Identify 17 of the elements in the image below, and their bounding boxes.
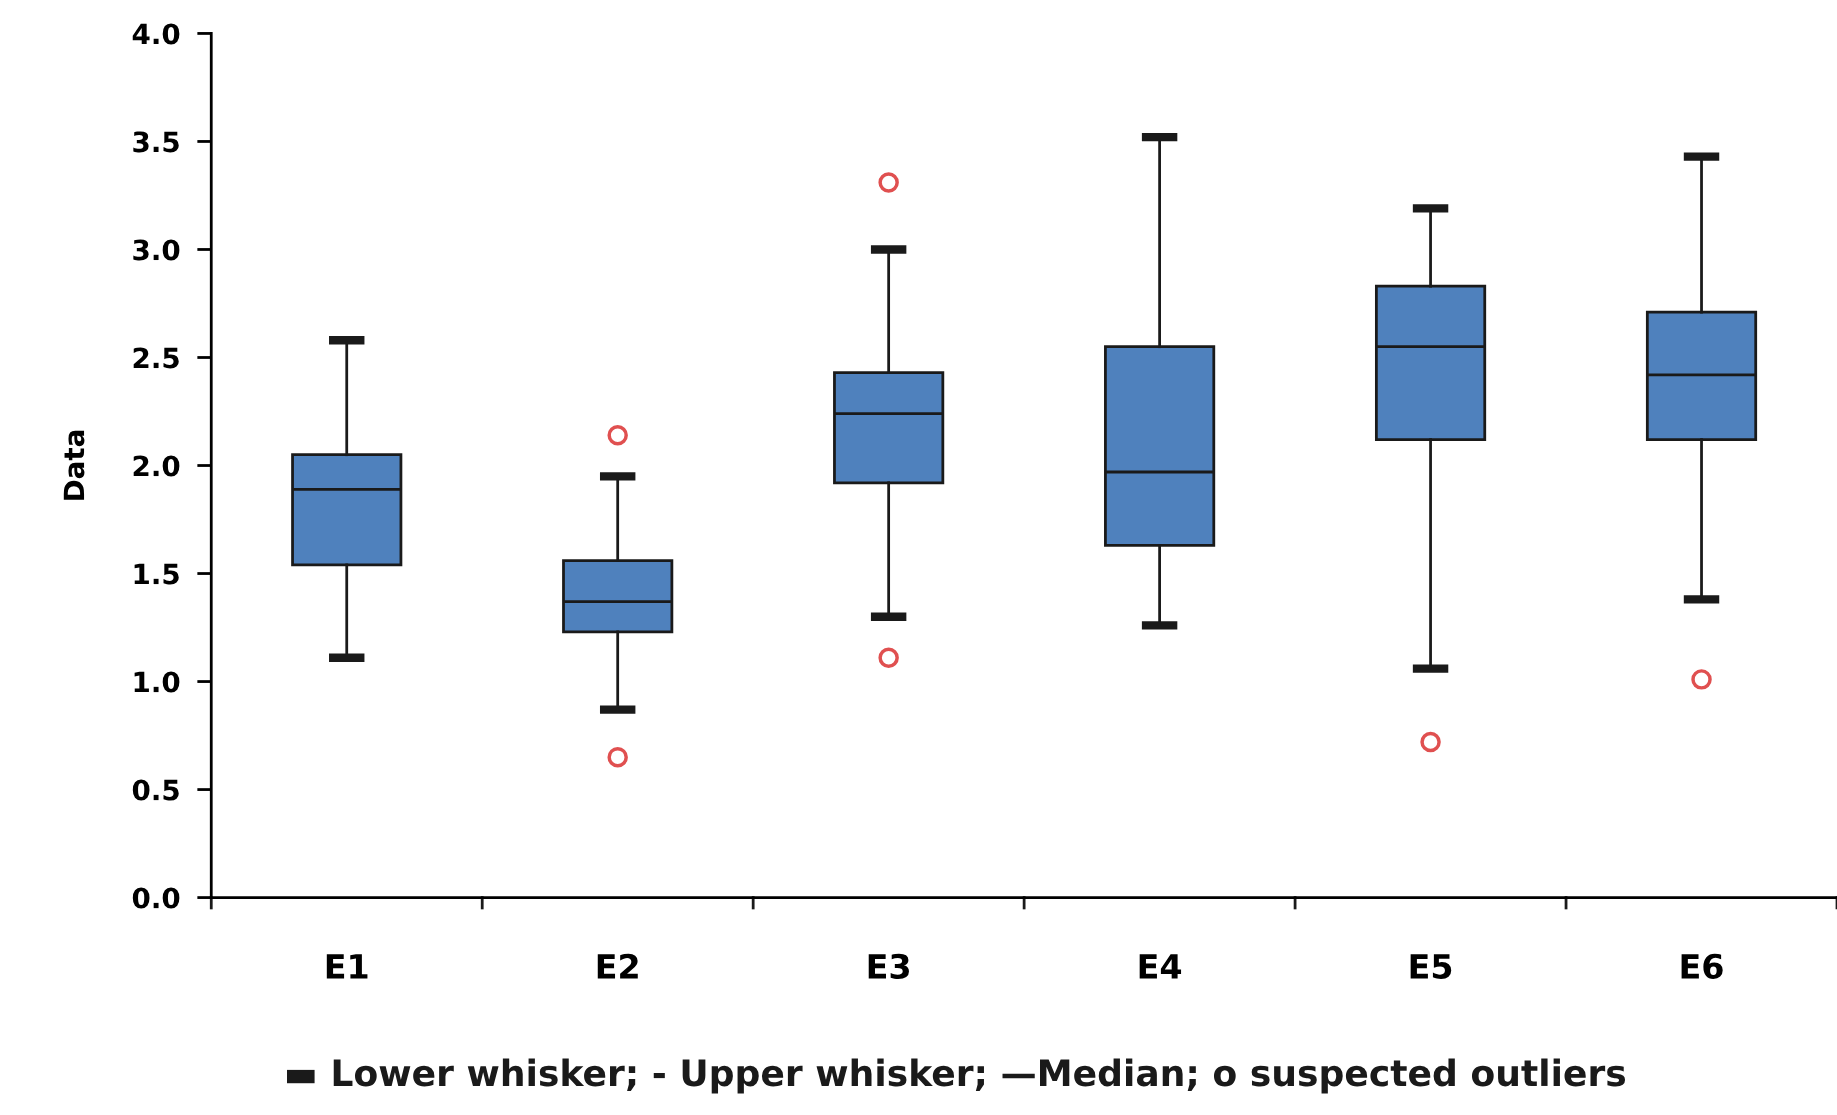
x-tick-label: E6 [1681, 953, 1723, 979]
y-tick-label: 4.0 [132, 23, 180, 45]
y-tick-label: 1.0 [134, 671, 180, 693]
y-axis-title: Data [63, 430, 85, 500]
x-tick-label: E1 [326, 954, 368, 979]
y-tick-label: 3.5 [133, 131, 179, 153]
x-tick-label: E3 [868, 953, 909, 979]
y-tick-label: 1.5 [134, 563, 179, 585]
x-tick-label: E5 [1410, 954, 1452, 979]
text: ▬ Lower whisker; - Upper whisker; —Median; o suspected outliers [287, 1058, 1626, 1094]
y-tick-label: 3.0 [133, 239, 180, 261]
x-tick-label: E4 [1139, 954, 1182, 979]
y-tick-label: 2.5 [133, 347, 179, 369]
y-tick-label: 2.0 [133, 455, 180, 477]
y-tick-label: 0.5 [132, 779, 179, 801]
y-tick-label: 0.0 [132, 887, 180, 909]
x-tick-label: E2 [597, 953, 638, 979]
